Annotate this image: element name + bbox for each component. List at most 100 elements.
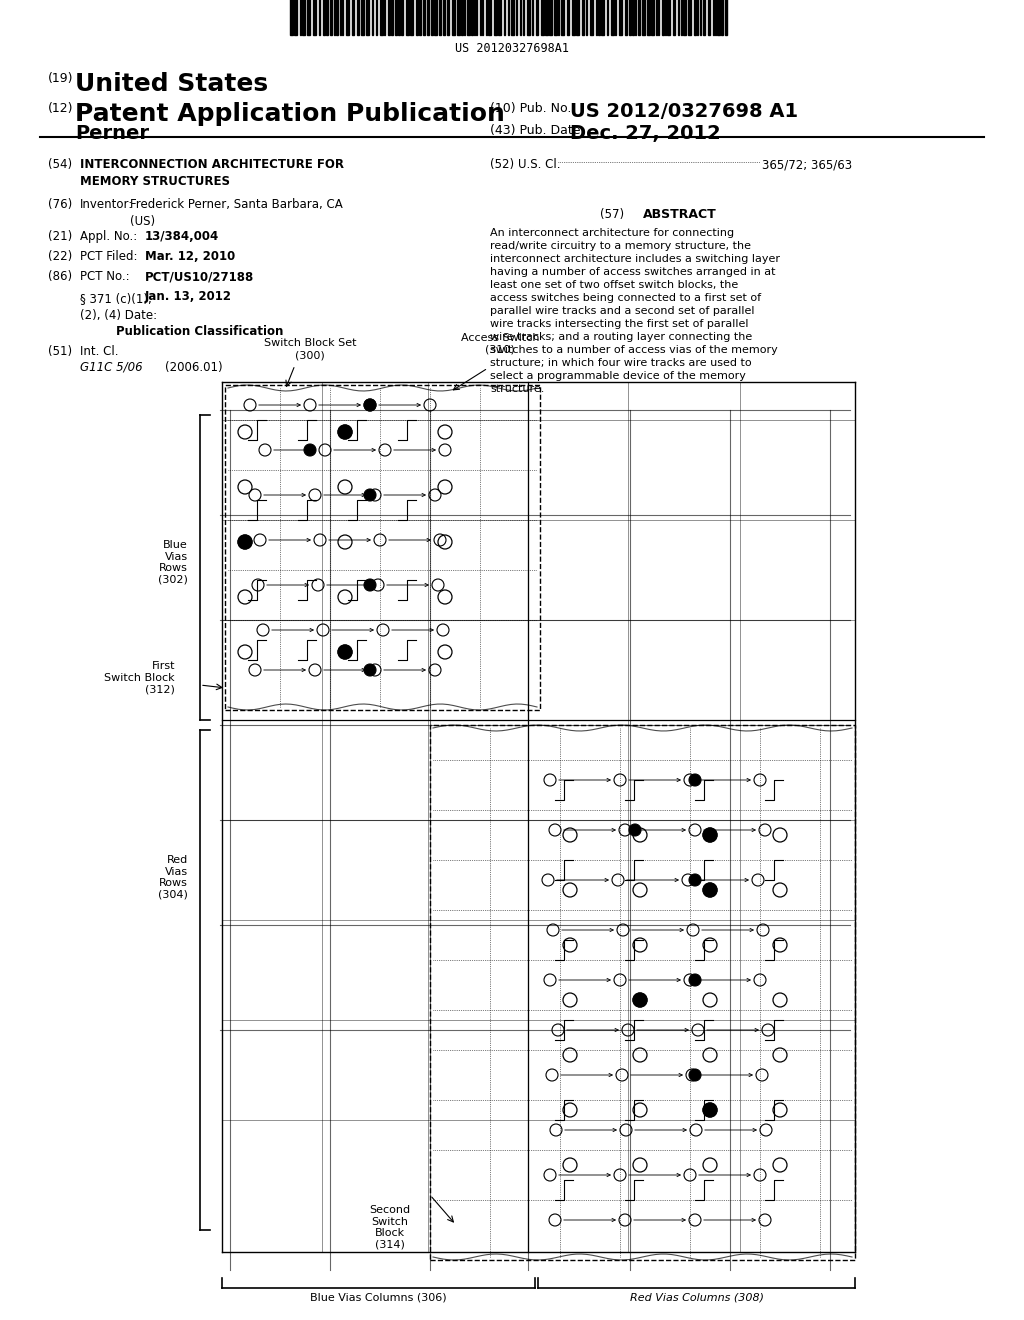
Bar xyxy=(618,0,622,36)
Text: (57): (57) xyxy=(600,209,624,220)
Bar xyxy=(471,0,473,36)
Bar xyxy=(391,0,393,36)
Circle shape xyxy=(338,645,352,659)
Bar xyxy=(572,0,575,36)
Text: access switches being connected to a first set of: access switches being connected to a fir… xyxy=(490,293,761,304)
Text: (21): (21) xyxy=(48,230,73,243)
Bar xyxy=(461,0,463,36)
Circle shape xyxy=(689,774,701,785)
Bar xyxy=(352,0,354,36)
Text: ABSTRACT: ABSTRACT xyxy=(643,209,717,220)
Text: Mar. 12, 2010: Mar. 12, 2010 xyxy=(145,249,236,263)
Text: 13/384,004: 13/384,004 xyxy=(145,230,219,243)
Text: G11C 5/06: G11C 5/06 xyxy=(80,360,142,374)
Bar xyxy=(431,0,433,36)
Bar xyxy=(488,0,490,36)
Bar xyxy=(694,0,696,36)
Circle shape xyxy=(238,535,252,549)
Bar xyxy=(366,0,369,36)
Circle shape xyxy=(364,579,376,591)
Bar xyxy=(406,0,409,36)
Bar xyxy=(323,0,325,36)
Text: An interconnect architecture for connecting: An interconnect architecture for connect… xyxy=(490,228,734,238)
Text: Red
Vias
Rows
(304): Red Vias Rows (304) xyxy=(158,855,188,900)
Text: having a number of access switches arranged in at: having a number of access switches arran… xyxy=(490,267,775,277)
Bar xyxy=(667,0,670,36)
Bar xyxy=(467,0,470,36)
Bar xyxy=(357,0,359,36)
Bar xyxy=(561,0,564,36)
Text: Perner: Perner xyxy=(75,124,150,143)
Bar xyxy=(419,0,421,36)
Bar xyxy=(457,0,460,36)
Bar xyxy=(632,0,634,36)
Text: switches to a number of access vias of the memory: switches to a number of access vias of t… xyxy=(490,345,778,355)
Circle shape xyxy=(689,974,701,986)
Bar xyxy=(549,0,552,36)
Bar xyxy=(651,0,654,36)
Bar xyxy=(494,0,497,36)
Bar xyxy=(511,0,514,36)
Text: (86): (86) xyxy=(48,271,72,282)
Bar xyxy=(443,0,445,36)
Text: select a programmable device of the memory: select a programmable device of the memo… xyxy=(490,371,745,381)
Text: U.S. Cl.: U.S. Cl. xyxy=(518,158,560,172)
Bar xyxy=(330,0,332,36)
Bar xyxy=(629,0,631,36)
Text: Patent Application Publication: Patent Application Publication xyxy=(75,102,505,125)
Bar xyxy=(638,0,640,36)
Bar xyxy=(380,0,383,36)
Bar xyxy=(527,0,530,36)
Bar xyxy=(398,0,400,36)
Text: (10) Pub. No.:: (10) Pub. No.: xyxy=(490,102,575,115)
Bar xyxy=(430,725,855,1261)
Text: wire tracks; and a routing layer connecting the: wire tracks; and a routing layer connect… xyxy=(490,333,753,342)
Text: US 2012/0327698 A1: US 2012/0327698 A1 xyxy=(570,102,798,121)
Text: (52): (52) xyxy=(490,158,514,172)
Bar xyxy=(416,0,418,36)
Circle shape xyxy=(703,1104,717,1117)
Bar xyxy=(326,0,328,36)
Bar xyxy=(590,0,593,36)
Circle shape xyxy=(703,883,717,898)
Circle shape xyxy=(633,993,647,1007)
Bar xyxy=(683,0,686,36)
Text: 365/72; 365/63: 365/72; 365/63 xyxy=(762,158,852,172)
Text: least one set of two offset switch blocks, the: least one set of two offset switch block… xyxy=(490,280,738,290)
Text: Appl. No.:: Appl. No.: xyxy=(80,230,137,243)
Bar xyxy=(541,0,544,36)
Bar xyxy=(423,0,425,36)
Bar xyxy=(336,0,338,36)
Bar xyxy=(567,0,569,36)
Text: Switch Block Set
(300): Switch Block Set (300) xyxy=(264,338,356,360)
Text: INTERCONNECTION ARCHITECTURE FOR
MEMORY STRUCTURES: INTERCONNECTION ARCHITECTURE FOR MEMORY … xyxy=(80,158,344,187)
Bar xyxy=(302,0,305,36)
Bar xyxy=(598,0,600,36)
Text: § 371 (c)(1),
(2), (4) Date:: § 371 (c)(1), (2), (4) Date: xyxy=(80,292,157,322)
Text: (22): (22) xyxy=(48,249,73,263)
Bar xyxy=(498,0,501,36)
Bar xyxy=(647,0,650,36)
Text: wire tracks intersecting the first set of parallel: wire tracks intersecting the first set o… xyxy=(490,319,749,329)
Text: Second
Switch
Block
(314): Second Switch Block (314) xyxy=(370,1205,411,1250)
Text: (12): (12) xyxy=(48,102,74,115)
Circle shape xyxy=(304,444,316,455)
Bar xyxy=(447,0,449,36)
Bar xyxy=(290,0,293,36)
Circle shape xyxy=(689,874,701,886)
Bar xyxy=(395,0,397,36)
Bar xyxy=(452,0,455,36)
Text: Red Vias Columns (308): Red Vias Columns (308) xyxy=(630,1292,764,1302)
Text: United States: United States xyxy=(75,73,268,96)
Bar xyxy=(662,0,664,36)
Bar xyxy=(582,0,584,36)
Text: (54): (54) xyxy=(48,158,72,172)
Text: Publication Classification: Publication Classification xyxy=(117,325,284,338)
Bar xyxy=(642,0,645,36)
Bar xyxy=(427,0,429,36)
Bar xyxy=(708,0,710,36)
Circle shape xyxy=(364,664,376,676)
Text: (76): (76) xyxy=(48,198,73,211)
Bar xyxy=(673,0,675,36)
Bar xyxy=(434,0,437,36)
